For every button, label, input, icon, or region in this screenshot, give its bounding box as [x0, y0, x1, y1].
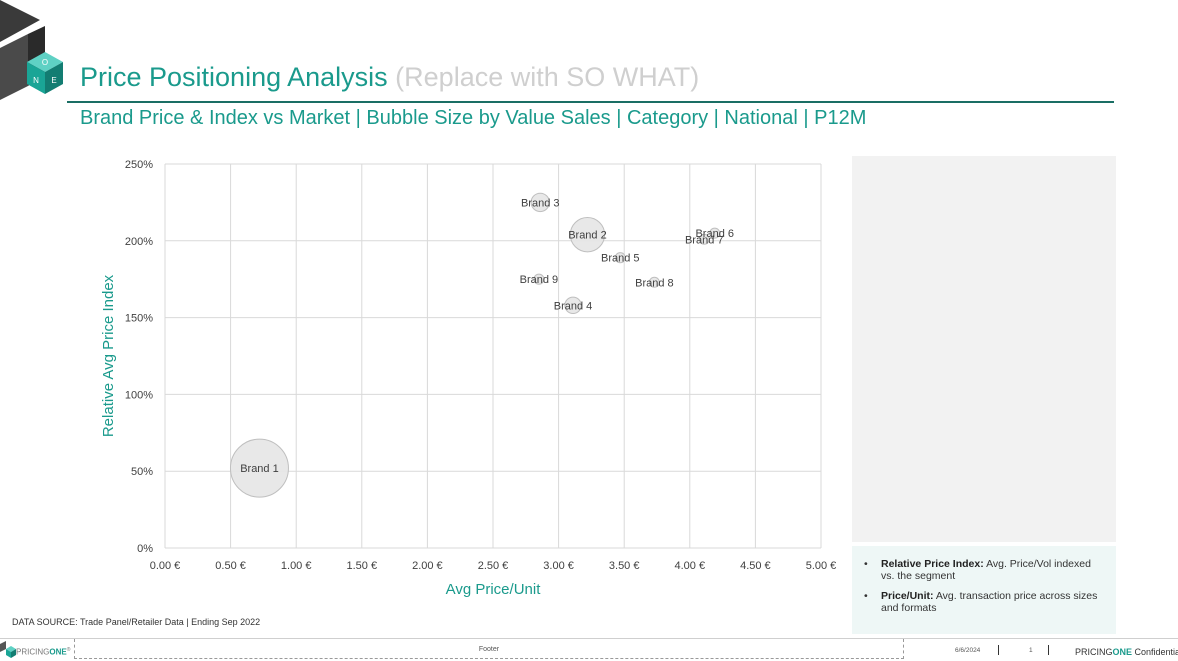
x-tick-label: 1.50 €	[347, 560, 378, 572]
bubble-brand-2	[569, 216, 606, 253]
y-tick-label: 0%	[137, 543, 153, 555]
data-label: Brand 3	[521, 197, 560, 209]
data-source: DATA SOURCE: Trade Panel/Retailer Data |…	[12, 617, 261, 627]
logo-letter-o: O	[42, 58, 48, 67]
y-axis-title: Relative Avg Price Index	[100, 274, 117, 437]
x-tick-label: 3.00 €	[543, 560, 574, 572]
y-tick-label: 200%	[125, 236, 153, 248]
bubble-brand-6	[709, 227, 721, 239]
bubble-brand-9	[533, 273, 545, 285]
x-tick-label: 2.50 €	[478, 560, 509, 572]
logo-letter-e: E	[51, 76, 56, 85]
footer-date: 6/6/2024	[955, 647, 981, 654]
x-tick-label: 5.00 €	[806, 560, 837, 572]
x-tick-label: 2.00 €	[412, 560, 443, 572]
data-label: Brand 7	[685, 234, 724, 246]
bubble-brand-8	[648, 276, 660, 288]
data-label: Brand 5	[601, 253, 640, 265]
footer-logo-text: PRICINGONE®	[16, 647, 71, 657]
definition-term: Price/Unit:	[881, 590, 934, 602]
x-tick-label: 3.50 €	[609, 560, 640, 572]
x-tick-label: 1.00 €	[281, 560, 312, 572]
x-tick-label: 0.50 €	[215, 560, 246, 572]
data-label: Brand 6	[695, 228, 734, 240]
bubble-brand-3	[530, 192, 550, 213]
title-divider	[67, 101, 1114, 103]
logo-letter-n: N	[33, 76, 39, 85]
page-subtitle: Brand Price & Index vs Market | Bubble S…	[80, 107, 867, 129]
data-label: Brand 8	[635, 277, 674, 289]
footer-text: Footer	[74, 639, 904, 659]
title-note: (Replace with SO WHAT)	[395, 62, 700, 92]
data-label: Brand 4	[554, 300, 593, 312]
page-number: 1	[1029, 647, 1033, 654]
footer-logo-icon	[0, 641, 16, 658]
y-tick-label: 150%	[125, 313, 153, 325]
bubble-chart: 0.00 € 0.50 € 1.00 € 1.50 € 2.00 € 2.50 € 3.00…	[100, 159, 837, 598]
commentary-box[interactable]	[852, 156, 1116, 542]
title-main: Price Positioning Analysis	[80, 62, 388, 92]
x-axis-title: Avg Price/Unit	[446, 581, 542, 598]
definition-price-unit: • Price/Unit: Avg. transaction price acr…	[864, 590, 1098, 614]
definitions-box: • Relative Price Index: Avg. Price/Vol i…	[852, 546, 1116, 634]
x-tick-label: 0.00 €	[150, 560, 181, 572]
y-tick-label: 50%	[131, 466, 153, 478]
footer-separator	[998, 645, 999, 655]
confidential-label: PRICINGONE Confidential	[1075, 647, 1178, 657]
data-label: Brand 9	[520, 274, 559, 286]
page-title: Price Positioning Analysis (Replace with…	[80, 62, 699, 93]
bubble-brand-1	[229, 438, 289, 498]
bubble-brand-4	[564, 296, 582, 315]
definition-relative-price-index: • Relative Price Index: Avg. Price/Vol i…	[864, 558, 1091, 582]
definition-text: Avg. transaction price across sizes and …	[881, 590, 1098, 614]
bubble-brand-5	[614, 252, 626, 264]
footer-divider	[0, 638, 1178, 639]
y-tick-label: 250%	[125, 159, 153, 171]
pricingone-logo: O N E	[0, 0, 63, 100]
data-label: Brand 1	[240, 463, 279, 475]
x-tick-label: 4.00 €	[675, 560, 706, 572]
y-tick-label: 100%	[125, 389, 153, 401]
definition-text: Avg. Price/Vol indexed vs. the segment	[881, 558, 1091, 582]
data-label: Brand 2	[568, 230, 607, 242]
definition-term: Relative Price Index:	[881, 558, 984, 570]
footer-separator	[1048, 645, 1049, 655]
bubble-brand-7	[698, 233, 710, 245]
x-tick-label: 4.50 €	[740, 560, 771, 572]
